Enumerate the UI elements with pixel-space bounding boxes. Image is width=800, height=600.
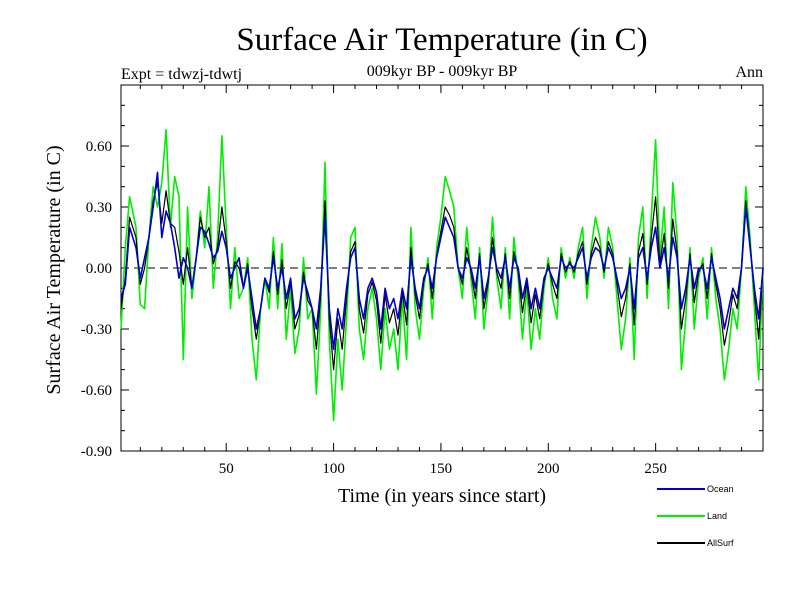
x-tick-label: 100 xyxy=(322,461,345,477)
x-tick-label: 200 xyxy=(537,461,560,477)
y-tick-label: 0.60 xyxy=(86,139,112,155)
series-line-allsurf xyxy=(120,182,764,371)
legend: Ocean Land AllSurf xyxy=(657,484,734,548)
y-tick-label: -0.60 xyxy=(81,383,112,399)
period-label: Ann xyxy=(735,64,763,81)
x-tick-label: 250 xyxy=(644,461,667,477)
y-tick-label: -0.30 xyxy=(81,322,112,338)
y-axis-label: Surface Air Temperature (in C) xyxy=(43,145,65,394)
x-tick-label: 150 xyxy=(430,461,453,477)
y-tick-label: 0.30 xyxy=(86,200,112,216)
series-line-land xyxy=(120,128,764,422)
series-line-ocean xyxy=(120,171,764,351)
y-tick-label: 0.00 xyxy=(86,261,112,277)
y-tick-label: -0.90 xyxy=(81,444,112,460)
chart-title: Surface Air Temperature (in C) xyxy=(236,22,647,58)
chart-subtitle: 009kyr BP - 009kyr BP xyxy=(367,63,518,80)
legend-label-land: Land xyxy=(707,511,727,521)
legend-label-ocean: Ocean xyxy=(707,484,734,494)
x-axis-label: Time (in years since start) xyxy=(338,485,546,507)
plot-area: 50 100 150 200 250 -0.90 -0.60 -0.30 0.00 0.30 0.6… xyxy=(81,84,764,477)
x-tick-label: 50 xyxy=(219,461,234,477)
legend-label-allsurf: AllSurf xyxy=(707,538,734,548)
experiment-label: Expt = tdwzj-tdwtj xyxy=(121,66,242,83)
